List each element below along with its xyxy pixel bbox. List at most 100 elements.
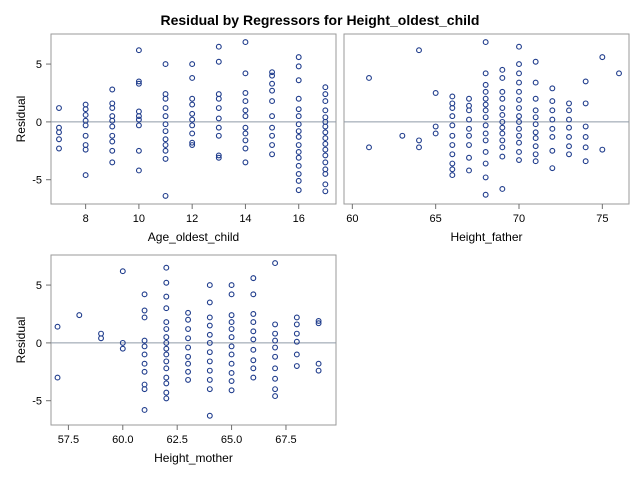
data-point <box>269 80 276 87</box>
data-point <box>228 326 235 332</box>
data-point <box>516 132 522 139</box>
data-point <box>295 133 302 140</box>
data-point <box>82 122 89 129</box>
data-point <box>272 330 279 337</box>
data-point <box>135 113 142 120</box>
data-point <box>566 151 572 158</box>
data-point <box>135 80 142 87</box>
data-point <box>416 144 422 151</box>
data-point <box>82 132 89 139</box>
data-point <box>162 147 169 154</box>
x-axis-label: Height_mother <box>154 451 233 465</box>
data-point <box>228 378 235 385</box>
data-point <box>566 116 572 123</box>
y-tick-label: 5 <box>36 280 42 292</box>
data-point <box>322 135 329 142</box>
data-point <box>206 349 213 356</box>
data-point <box>516 139 522 146</box>
data-point <box>532 79 539 86</box>
data-point <box>185 376 192 383</box>
data-point <box>482 81 489 88</box>
data-point <box>228 312 235 319</box>
data-point <box>532 158 539 165</box>
data-point <box>499 137 506 144</box>
data-point <box>163 358 170 365</box>
x-tick-label: 12 <box>186 213 198 225</box>
data-point <box>163 326 170 332</box>
data-point <box>228 291 235 298</box>
data-point <box>322 159 329 166</box>
data-point <box>163 293 170 300</box>
data-point <box>109 86 116 93</box>
data-point <box>162 136 169 143</box>
data-point <box>272 321 279 328</box>
data-point <box>549 125 556 132</box>
data-point <box>482 174 489 181</box>
data-point <box>482 191 489 198</box>
data-point <box>82 112 89 118</box>
data-point <box>532 143 539 150</box>
data-point <box>482 130 489 137</box>
data-point <box>499 66 506 73</box>
data-point <box>141 360 148 367</box>
data-point <box>141 407 148 413</box>
data-point <box>566 133 572 140</box>
data-point <box>242 130 249 137</box>
data-point <box>322 170 329 177</box>
data-point <box>293 330 300 337</box>
data-point <box>482 137 489 144</box>
data-point <box>432 90 439 96</box>
data-point <box>162 105 169 111</box>
x-tick-label: 70 <box>513 213 525 225</box>
data-point <box>163 374 170 381</box>
data-point <box>549 165 556 172</box>
data-point <box>206 322 213 329</box>
data-point <box>189 110 196 117</box>
data-point <box>250 357 257 364</box>
data-point <box>482 107 489 114</box>
data-point <box>322 146 329 153</box>
data-point <box>135 116 142 123</box>
x-tick-label: 60.0 <box>112 434 133 446</box>
data-point <box>135 147 142 154</box>
data-point <box>141 291 148 298</box>
data-point <box>549 107 556 114</box>
data-point <box>532 58 539 65</box>
data-point <box>322 140 329 147</box>
data-point <box>295 113 302 120</box>
data-point <box>163 395 170 402</box>
data-point <box>242 137 249 144</box>
data-point <box>599 54 606 61</box>
data-point <box>162 95 169 102</box>
data-point <box>141 337 148 344</box>
data-point <box>449 113 456 120</box>
data-point <box>272 386 279 393</box>
data-point <box>250 346 257 353</box>
data-point <box>269 132 276 139</box>
x-tick-label: 65 <box>430 213 442 225</box>
data-point <box>322 91 329 98</box>
data-point <box>432 130 439 137</box>
data-point <box>185 353 192 360</box>
data-point <box>566 124 572 131</box>
data-point <box>215 95 222 102</box>
data-point <box>482 122 489 129</box>
data-point <box>162 192 169 199</box>
data-point <box>56 145 62 152</box>
data-point <box>499 153 506 160</box>
data-point <box>185 360 192 367</box>
data-point <box>242 70 249 77</box>
data-point <box>250 374 257 381</box>
data-point <box>466 132 472 139</box>
data-point <box>315 320 322 327</box>
data-point <box>516 70 522 77</box>
data-point <box>189 116 196 123</box>
data-point <box>449 151 456 158</box>
y-tick-label: 5 <box>36 59 42 71</box>
data-point <box>449 166 456 173</box>
data-point <box>293 363 300 369</box>
data-point <box>269 87 276 94</box>
x-tick-label: 57.5 <box>58 434 79 446</box>
data-point <box>163 380 170 387</box>
data-point <box>269 151 276 158</box>
